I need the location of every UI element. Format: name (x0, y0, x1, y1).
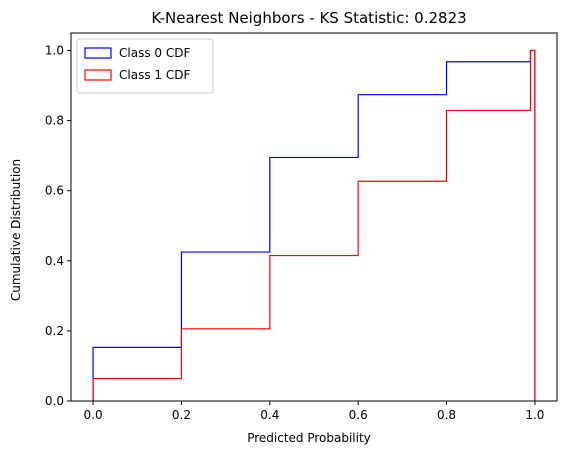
legend-label: Class 0 CDF (119, 46, 190, 60)
y-tick-label: 0.6 (45, 184, 64, 198)
legend-swatch (84, 69, 112, 81)
x-axis-label: Predicted Probability (247, 431, 371, 445)
y-tick-label: 0.4 (45, 254, 64, 268)
x-tick-label: 0.2 (172, 408, 191, 422)
x-tick-label: 0.4 (260, 408, 279, 422)
y-tick-label: 0.2 (45, 324, 64, 338)
x-tick-label: 0.6 (349, 408, 368, 422)
x-tick-label: 0.0 (84, 408, 103, 422)
x-tick-label: 0.8 (437, 408, 456, 422)
series-layer (92, 49, 536, 401)
y-tick-label: 0.0 (45, 394, 64, 408)
y-tick-label: 1.0 (45, 44, 64, 58)
legend-swatch (84, 47, 112, 59)
series-line-class-1 (92, 49, 536, 401)
y-tick-label: 0.8 (45, 114, 64, 128)
chart-title: K-Nearest Neighbors - KS Statistic: 0.28… (151, 9, 466, 27)
plot-frame (70, 32, 558, 402)
legend-label: Class 1 CDF (119, 68, 190, 82)
y-axis-label: Cumulative Distribution (9, 159, 23, 301)
legend: Class 0 CDF Class 1 CDF (76, 38, 214, 94)
series-line-class-0 (92, 49, 536, 401)
axes-layer: 0.0 0.2 0.4 0.6 0.8 1.0 0.0 0.2 0.4 0.6 0.8 1.0 (45, 44, 545, 422)
x-tick-label: 1.0 (525, 408, 544, 422)
